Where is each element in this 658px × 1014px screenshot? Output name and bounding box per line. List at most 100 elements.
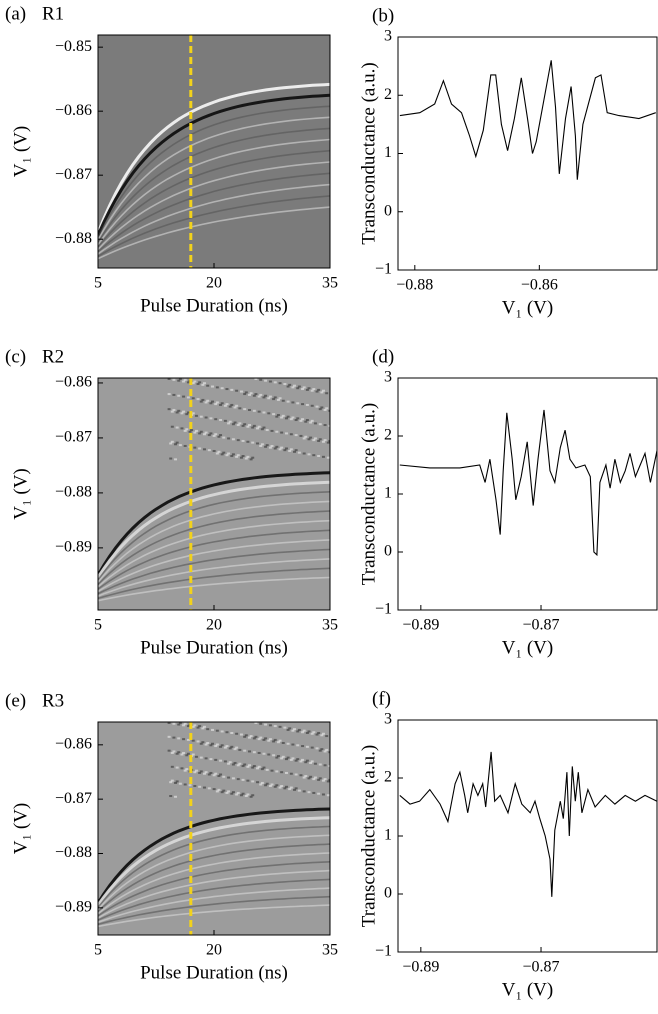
- heatmap-texture: [98, 529, 330, 590]
- heatmap-texture: [222, 436, 226, 439]
- heatmap-texture: [318, 423, 322, 426]
- y-tick-label: −0.87: [55, 790, 92, 807]
- heatmap-texture: [252, 409, 256, 412]
- x-tick-label: −0.87: [523, 959, 560, 976]
- heatmap-texture: [318, 777, 322, 780]
- heatmap-texture: [286, 385, 290, 388]
- heatmap-texture: [278, 786, 282, 789]
- heatmap-texture: [219, 759, 223, 762]
- heatmap-texture: [318, 438, 322, 441]
- heatmap-texture: [257, 751, 261, 754]
- heatmap-texture: [98, 172, 330, 253]
- heatmap-texture: [264, 379, 268, 382]
- heatmap-texture: [170, 779, 174, 782]
- heatmap-texture: [310, 389, 314, 392]
- panel-label: (b): [372, 5, 394, 26]
- heatmap-texture: [247, 764, 251, 767]
- heatmap-texture: [243, 423, 247, 426]
- heatmap-texture: [167, 722, 171, 724]
- heatmap-texture: [297, 789, 301, 792]
- heatmap-texture: [247, 750, 251, 753]
- y-tick-label: −1: [375, 601, 392, 618]
- heatmap-texture: [202, 772, 206, 775]
- heatmap-texture: [182, 395, 186, 398]
- heatmap-texture: [284, 447, 288, 450]
- heatmap-texture: [301, 388, 305, 391]
- heatmap-texture: [297, 385, 301, 388]
- x-tick-label: −0.88: [396, 277, 433, 294]
- heatmap-texture: [196, 740, 200, 743]
- x-axis-label: Pulse Duration (ns): [140, 962, 288, 983]
- heatmap-texture: [220, 730, 224, 733]
- heatmap-texture: [254, 735, 258, 738]
- heatmap-texture: [291, 729, 295, 732]
- heatmap-texture: [305, 731, 309, 734]
- panel: −0.88 −0.86 −1 0 1 2 3 V₁ (V) Transconductance (…: [358, 5, 658, 318]
- heatmap-texture: [178, 782, 182, 785]
- heatmap-texture: [251, 441, 255, 444]
- heatmap-texture: [257, 765, 261, 768]
- heatmap-texture: [243, 763, 247, 766]
- heatmap-texture: [249, 392, 253, 395]
- heatmap-texture: [256, 427, 260, 430]
- heatmap-texture: [283, 449, 287, 452]
- heatmap-texture: [230, 455, 234, 458]
- plot-area: [98, 35, 330, 268]
- heatmap-texture: [202, 433, 206, 436]
- heatmap-texture: [310, 760, 314, 763]
- heatmap-texture: [214, 772, 218, 775]
- heatmap-texture: [305, 745, 309, 748]
- heatmap-texture: [313, 762, 317, 765]
- heatmap-texture: [172, 722, 176, 725]
- panel: −0.89 −0.87 −1 0 1 2 3 V₁ (V) Transconductance (…: [358, 688, 658, 1000]
- heatmap-texture: [256, 767, 260, 770]
- heatmap-texture: [219, 419, 223, 422]
- heatmap-texture: [272, 740, 276, 743]
- heatmap-texture: [317, 792, 321, 795]
- heatmap-texture: [180, 427, 184, 430]
- heatmap-texture: [326, 456, 330, 459]
- heatmap-texture: [270, 444, 274, 447]
- heatmap-texture: [227, 422, 231, 425]
- heatmap-texture: [170, 410, 174, 413]
- heatmap-texture: [278, 739, 282, 742]
- heatmap-texture: [199, 742, 203, 745]
- x-tick-label: 20: [206, 942, 222, 959]
- heatmap-texture: [326, 780, 330, 783]
- heatmap-texture: [270, 429, 274, 432]
- heatmap-texture: [233, 421, 237, 424]
- heatmap-texture: [241, 792, 245, 795]
- heatmap-texture: [230, 745, 234, 748]
- heatmap-texture: [312, 778, 316, 781]
- heatmap-texture: [312, 791, 316, 794]
- heatmap-texture: [259, 736, 263, 739]
- heatmap-texture: [223, 419, 227, 422]
- heatmap-texture: [230, 792, 234, 795]
- heatmap-texture: [235, 404, 239, 407]
- heatmap-texture: [169, 781, 173, 784]
- heatmap-texture: [182, 738, 186, 741]
- panel-title: R3: [42, 690, 64, 711]
- heatmap-texture: [293, 450, 297, 453]
- heatmap-texture: [307, 777, 311, 780]
- heatmap-texture: [317, 439, 321, 442]
- heatmap-texture: [246, 793, 250, 796]
- heatmap-texture: [288, 727, 292, 730]
- heatmap-texture: [268, 395, 272, 398]
- heatmap-texture: [296, 758, 300, 761]
- heatmap-texture: [167, 378, 171, 380]
- heatmap-texture: [217, 775, 221, 778]
- heatmap-texture: [235, 389, 239, 392]
- heatmap-texture: [307, 453, 311, 456]
- heatmap-texture: [302, 437, 306, 440]
- heatmap-texture: [312, 731, 316, 734]
- heatmap-texture: [309, 436, 313, 439]
- heatmap-texture: [246, 455, 250, 458]
- heatmap-texture: [301, 745, 305, 748]
- trace: [399, 751, 657, 897]
- heatmap-texture: [231, 777, 235, 780]
- heatmap-texture: [175, 752, 179, 755]
- heatmap-texture: [214, 745, 218, 748]
- heatmap-texture: [202, 448, 206, 451]
- heatmap-texture: [249, 735, 253, 738]
